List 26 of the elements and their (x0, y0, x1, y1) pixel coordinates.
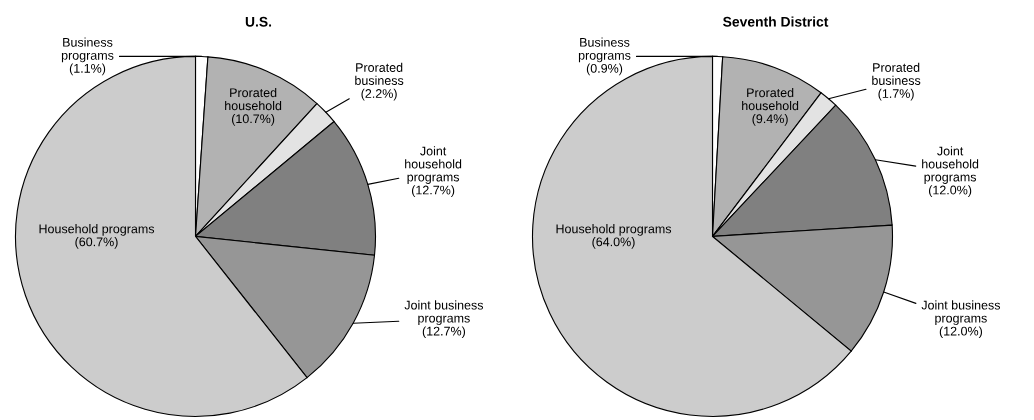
data-label: (12.7%) (411, 185, 455, 197)
slice-label: Business programs (578, 37, 631, 63)
slice-label: Prorated household (742, 87, 799, 111)
data-label: (10.7%) (231, 113, 275, 126)
slice-label: Household programs (556, 224, 672, 236)
slice-label: Joint business programs (404, 300, 484, 326)
slice-label: Business programs (61, 37, 114, 63)
slice-label: Prorated household (225, 87, 282, 111)
data-label: (1.1%) (69, 63, 106, 76)
slice-label: Prorated business (872, 62, 921, 85)
data-label: (0.9%) (586, 63, 623, 76)
slice-label: Household programs (39, 224, 155, 236)
data-label: (12.7%) (422, 326, 466, 339)
data-label: (12.0%) (939, 326, 983, 339)
slice-label: Joint business programs (921, 300, 1001, 326)
chart-title: U.S. (245, 16, 272, 27)
slice-label: Prorated business (355, 62, 404, 85)
slice-label: Joint household programs (922, 146, 979, 184)
data-label: (1.7%) (878, 88, 914, 101)
slice-label: Joint household programs (405, 146, 462, 184)
data-label: (60.7%) (75, 237, 118, 249)
chart-title: Seventh District (723, 16, 829, 27)
data-label: (2.2%) (361, 88, 397, 101)
data-label: (12.0%) (928, 185, 972, 197)
data-label: (9.4%) (752, 113, 788, 126)
data-label: (64.0%) (592, 237, 635, 249)
